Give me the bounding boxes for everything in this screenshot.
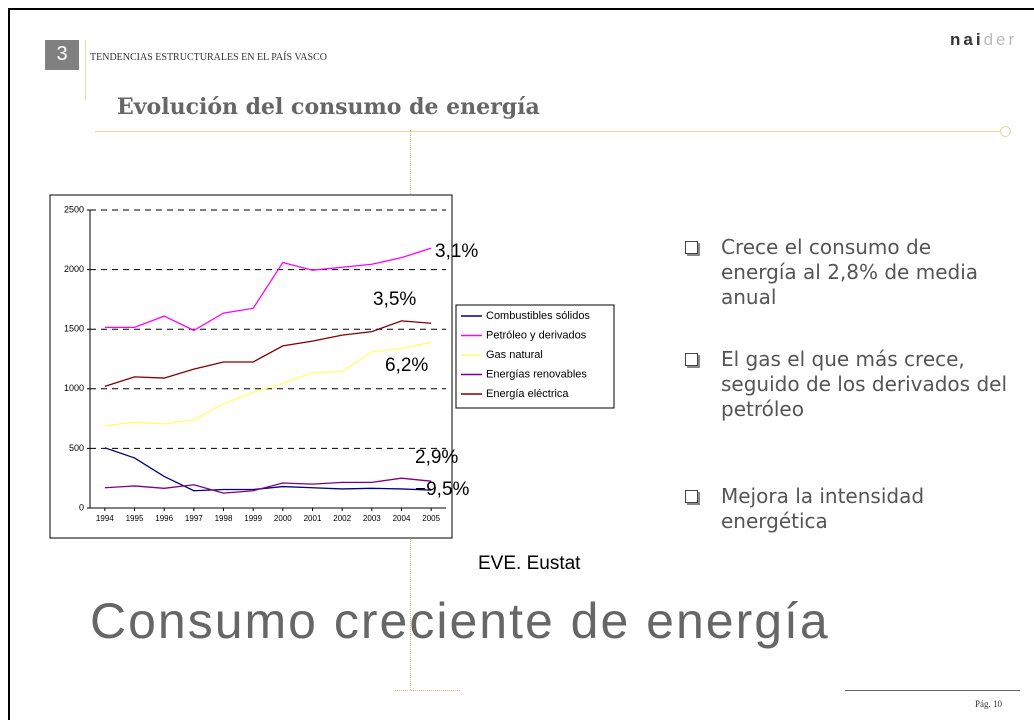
legend-label: Energía eléctrica — [486, 388, 569, 400]
x-tick-label: 1995 — [126, 514, 144, 523]
x-tick-label: 1996 — [155, 514, 173, 523]
rule — [95, 131, 1000, 132]
y-tick-label: 0 — [79, 502, 84, 512]
bullet: Mejora la intensidad energética — [685, 484, 1005, 534]
x-tick-label: 2000 — [274, 514, 292, 523]
legend-box — [455, 304, 615, 409]
bullet-box — [685, 353, 698, 366]
legend-label: Combustibles sólidos — [486, 310, 590, 322]
y-tick-label: 1000 — [64, 383, 84, 393]
x-tick-label: 2001 — [304, 514, 322, 523]
x-tick-label: 2003 — [363, 514, 381, 523]
bullet: Crece el consumo de energía al 2,8% de m… — [685, 235, 1005, 310]
annotation: −9,5% — [415, 479, 470, 500]
bullet-text: El gas el que más crece, seguido de los … — [721, 347, 1008, 421]
slide-title: Consumo creciente de energía — [90, 593, 830, 649]
section-label: TENDENCIAS ESTRUCTURALES EN EL PAÍS VASC… — [90, 52, 327, 63]
series-line — [104, 320, 432, 388]
page-number: Pág. 10 — [975, 699, 1002, 709]
legend-label: Petróleo y derivados — [486, 329, 587, 341]
legend-label: Gas natural — [486, 349, 543, 361]
bullet: El gas el que más crece, seguido de los … — [685, 347, 1015, 422]
y-tick-label: 2000 — [64, 264, 84, 274]
x-tick-label: 1997 — [185, 514, 203, 523]
bullet-box — [685, 490, 698, 503]
y-tick-label: 1500 — [64, 324, 84, 334]
bullet-text: Mejora la intensidad energética — [721, 484, 925, 533]
x-tick-label: 2005 — [422, 514, 440, 523]
y-tick-label: 2500 — [64, 204, 84, 214]
annotation: 6,2% — [385, 355, 428, 376]
x-tick-label: 1998 — [215, 514, 233, 523]
legend-label: Energías renovables — [486, 368, 587, 380]
bullet-box — [685, 241, 698, 254]
heading: Evolución del consumo de energía — [117, 94, 540, 120]
bullet-text: Crece el consumo de energía al 2,8% de m… — [721, 235, 979, 309]
series-line — [104, 477, 432, 494]
series-line — [104, 341, 432, 427]
x-tick-label: 2002 — [333, 514, 351, 523]
y-tick-label: 500 — [69, 443, 84, 453]
x-tick-label: 1999 — [244, 514, 262, 523]
section-number: 3 — [45, 40, 79, 70]
source: EVE. Eustat — [478, 553, 581, 574]
series-line — [104, 447, 432, 492]
rule-end — [1000, 126, 1011, 137]
annotation: 2,9% — [415, 447, 458, 468]
x-tick-label: 2004 — [393, 514, 411, 523]
logo: naider — [950, 30, 1017, 50]
slide-border — [8, 8, 1034, 720]
footer-rule — [845, 690, 1020, 691]
annotation: 3,1% — [435, 241, 478, 262]
divider — [85, 40, 86, 100]
x-tick-label: 1994 — [96, 514, 114, 523]
logo-dark: nai — [950, 30, 984, 49]
guide-foot — [395, 690, 460, 691]
logo-light: der — [983, 30, 1018, 49]
annotation: 3,5% — [373, 289, 416, 310]
series-line — [104, 247, 432, 332]
